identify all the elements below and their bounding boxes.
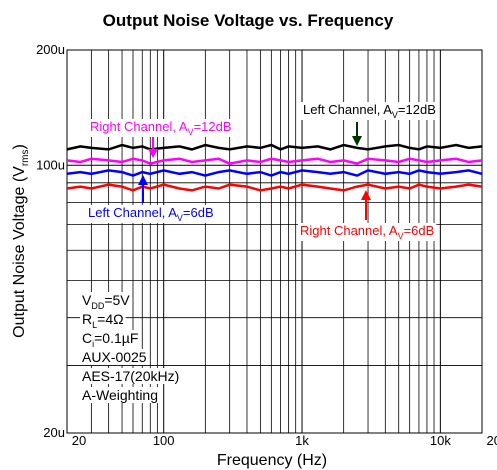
y-tick-label: 200u [36, 42, 65, 57]
condition-main: AUX-0025 [82, 349, 147, 365]
condition: RL=4Ω [82, 311, 124, 330]
x-tick-label: 10k [430, 433, 451, 448]
condition: A-Weighting [82, 387, 158, 403]
chart-title: Output Noise Voltage vs. Frequency [103, 11, 394, 30]
condition: AUX-0025 [82, 349, 147, 365]
annotation-after: =12dB [194, 119, 232, 134]
series-line [66, 143, 483, 151]
condition: AES-17(20kHz) [82, 368, 179, 384]
condition-bg [80, 311, 126, 330]
condition-main: AES-17(20kHz) [82, 368, 179, 384]
condition-bg [80, 349, 149, 365]
x-tick-label: 20 [72, 433, 86, 448]
annotation-main: Left Channel, A [303, 102, 392, 117]
annotation: Left Channel, AV=12dB [303, 102, 436, 120]
annotation-main: Left Channel, A [88, 205, 177, 220]
annotation-main: Right Channel, A [90, 119, 188, 134]
condition-after: =5V [104, 292, 130, 308]
annotation-sub: V [188, 127, 194, 137]
annotation-main: Right Channel, A [300, 223, 398, 238]
condition-bg [80, 368, 182, 384]
condition-bg [80, 330, 141, 349]
series-line [66, 157, 483, 165]
series-line [66, 183, 483, 192]
condition-bg [80, 387, 161, 403]
x-tick-label: 20k [487, 433, 497, 448]
condition-bg [80, 292, 133, 311]
y-label-main: Output Noise Voltage (V [11, 166, 28, 338]
y-label-sub: rms [20, 150, 31, 167]
x-tick-label: 100 [153, 433, 175, 448]
condition-main: C [82, 330, 92, 346]
annotation-sub: V [177, 213, 183, 223]
y-tick-label: 20u [43, 425, 65, 440]
annotation-sub: V [392, 110, 398, 120]
x-axis-label: Frequency (Hz) [217, 452, 327, 469]
y-label-after: ) [11, 144, 28, 149]
condition-main: A-Weighting [82, 387, 158, 403]
condition-after: =4Ω [97, 311, 123, 327]
condition-main: R [82, 311, 92, 327]
annotation: Right Channel, AV=12dB [90, 119, 232, 137]
y-tick-label: 100u [36, 157, 65, 172]
series-line [66, 169, 483, 177]
condition-after: =0.1µF [94, 330, 138, 346]
condition: Ci=0.1µF [82, 330, 138, 349]
annotation-bg [86, 205, 216, 223]
annotation-sub: V [398, 231, 404, 241]
annotation-bg [298, 223, 437, 241]
condition: VDD=5V [82, 292, 130, 311]
condition-sub: L [92, 320, 97, 330]
condition-sub: DD [91, 301, 104, 311]
y-axis-label: Output Noise Voltage (Vrms) [11, 144, 31, 338]
annotation: Right Channel, AV=6dB [300, 223, 434, 241]
annotation-after: =6dB [183, 205, 214, 220]
annotation: Left Channel, AV=6dB [88, 205, 214, 223]
annotation-bg [301, 102, 438, 120]
x-tick-label: 1k [295, 433, 309, 448]
annotation-bg [88, 119, 234, 137]
arrows [138, 122, 371, 220]
annotation-after: =12dB [398, 102, 436, 117]
annotation-after: =6dB [404, 223, 435, 238]
condition-sub: i [92, 339, 94, 349]
condition-main: V [82, 292, 92, 308]
